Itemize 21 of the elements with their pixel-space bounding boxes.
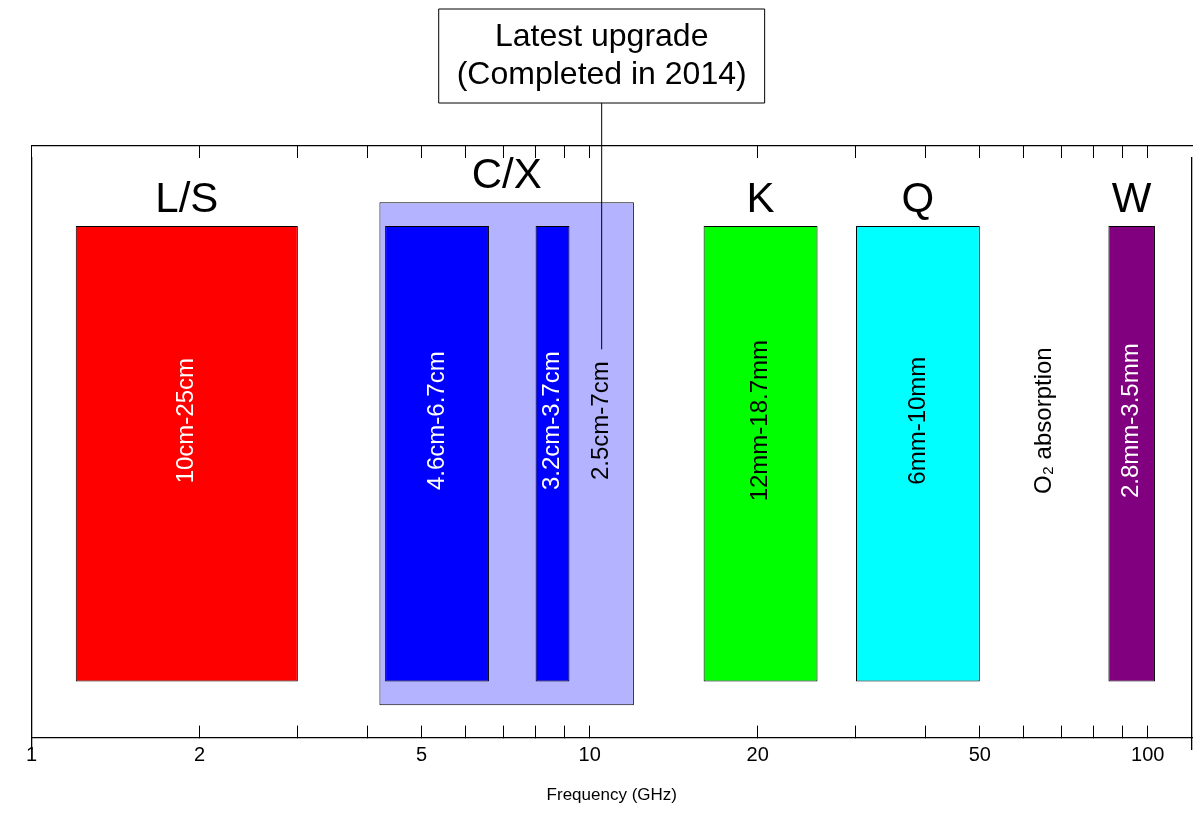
annotation: 6mm-10mm [902,356,930,485]
annotation: 10cm-25cm [171,357,199,484]
x-tick-label: 5 [416,743,428,766]
x-axis-title: Frequency (GHz) [546,785,677,805]
series-label: W [1111,174,1152,222]
series-label: C/X [471,150,542,198]
annotation: 2.5cm-7cm [586,361,614,481]
x-tick-label: 2 [194,743,206,766]
series-label: L/S [155,174,219,222]
text: Latest upgrade (Completed in 2014) [456,16,747,91]
series-label: Q [901,174,935,222]
annotation: 2.8mm-3.5mm [1116,343,1144,499]
annotation: O₂ absorption [1028,347,1056,495]
annotation: 12mm-18.7mm [745,339,773,502]
series-label: K [746,174,775,222]
x-tick-label: 20 [746,743,769,766]
x-tick-label: 50 [968,743,991,766]
annotation: 3.2cm-3.7cm [537,351,565,491]
x-tick-label: 100 [1131,743,1165,766]
x-tick-label: 10 [578,743,601,766]
annotation: 4.6cm-6.7cm [421,351,449,491]
